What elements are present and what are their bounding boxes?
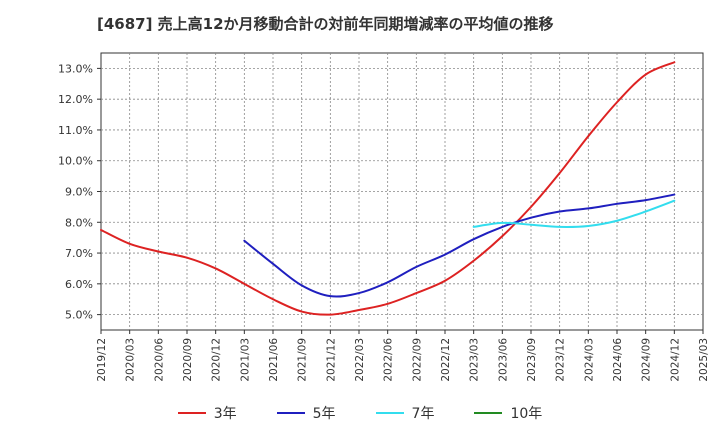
x-tick-label: 2022/12 [440, 338, 452, 382]
y-tick-label: 5.0% [65, 309, 93, 322]
legend-item-10y: 10年 [474, 403, 542, 423]
y-tick-label: 11.0% [58, 124, 93, 137]
x-tick-label: 2020/09 [182, 338, 194, 382]
x-tick-label: 2021/03 [239, 338, 251, 382]
series-line-5y [243, 193, 676, 298]
y-tick-label: 13.0% [58, 62, 93, 75]
series-line-7y [472, 199, 676, 228]
x-tick-label: 2020/03 [125, 338, 137, 382]
legend-label-7y: 7年 [411, 406, 435, 422]
x-tick-label: 2024/09 [641, 338, 653, 382]
legend-item-5y: 5年 [276, 403, 336, 423]
x-tick-label: 2024/03 [583, 338, 595, 382]
y-tick-label: 10.0% [58, 155, 93, 168]
y-tick-label: 6.0% [65, 278, 93, 291]
x-tick-label: 2021/09 [297, 338, 309, 382]
x-tick-label: 2020/06 [153, 338, 165, 382]
legend-swatch-7y [375, 412, 404, 414]
legend-label-3y: 3年 [213, 406, 237, 422]
y-tick-label: 9.0% [65, 186, 93, 199]
x-tick-label: 2025/03 [698, 338, 710, 382]
legend-item-7y: 7年 [375, 403, 435, 423]
legend: 3年 5年 7年 10年 [0, 403, 720, 423]
y-tick-label: 8.0% [65, 216, 93, 229]
legend-swatch-3y [177, 412, 206, 414]
chart-title: [4687] 売上高12か月移動合計の対前年同期増減率の平均値の推移 [97, 15, 554, 33]
y-tick-label: 7.0% [65, 247, 93, 260]
x-tick-label: 2023/12 [555, 338, 567, 382]
y-tick-label: 12.0% [58, 93, 93, 106]
legend-label-10y: 10年 [510, 406, 543, 422]
x-tick-label: 2023/03 [469, 338, 481, 382]
x-tick-label: 2022/09 [411, 338, 423, 382]
x-tick-label: 2019/12 [96, 338, 108, 382]
x-tick-label: 2024/06 [612, 338, 624, 382]
x-tick-label: 2022/06 [383, 338, 395, 382]
legend-swatch-10y [474, 412, 503, 414]
x-tick-label: 2024/12 [669, 338, 681, 382]
x-tick-label: 2021/06 [268, 338, 280, 382]
series-line-3y [100, 61, 676, 316]
legend-label-5y: 5年 [312, 406, 336, 422]
x-tick-label: 2022/03 [354, 338, 366, 382]
x-tick-label: 2021/12 [325, 338, 337, 382]
legend-swatch-5y [276, 412, 305, 414]
x-tick-label: 2020/12 [211, 338, 223, 382]
x-tick-label: 2023/06 [497, 338, 509, 382]
legend-item-3y: 3年 [177, 403, 237, 423]
x-tick-label: 2023/09 [526, 338, 538, 382]
